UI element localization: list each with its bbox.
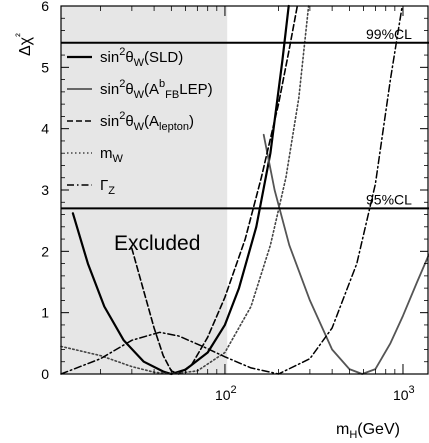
- x-axis-label: mH(GeV): [336, 421, 400, 441]
- y-axis-label: Δχ²: [14, 33, 34, 56]
- x-axis-label-text: mH(GeV): [336, 421, 400, 441]
- legend-text-part: (SLD): [144, 49, 183, 66]
- y-tick-label: 1: [41, 305, 49, 321]
- legend-entry-3: sin2θW(Alepton): [100, 110, 194, 133]
- y-tick-label: 3: [41, 182, 49, 198]
- legend-subscript: FB: [165, 89, 179, 101]
- x-tick-base: 10: [215, 387, 231, 403]
- legend-subscript: Z: [108, 185, 115, 197]
- reference-line-label-1: 99%CL: [366, 26, 412, 42]
- legend-entry-2: sin2θW(AbFBLEP): [100, 78, 213, 101]
- excluded-region: [61, 6, 228, 374]
- x-axis-label-rest: (GeV): [357, 421, 400, 438]
- legend-text-part: θ: [125, 49, 133, 66]
- legend-superscript: 2: [119, 46, 125, 58]
- legend-subscript: W: [113, 153, 124, 165]
- legend-text-part: sin: [100, 113, 119, 130]
- y-tick-label: 4: [41, 121, 49, 137]
- x-tick-exponent: 2: [231, 384, 237, 396]
- series-line-4: [60, 5, 310, 375]
- legend-text-part: m: [100, 145, 113, 162]
- y-tick-label: 5: [41, 59, 49, 75]
- legend-subscript: W: [134, 121, 145, 133]
- legend: sin2θW(SLD)sin2θW(AbFBLEP)sin2θW(Alepton…: [67, 46, 213, 197]
- legend-text-part: θ: [125, 113, 133, 130]
- excluded-label: Excluded: [114, 232, 200, 255]
- x-tick-label: 102: [215, 384, 237, 403]
- legend-entry-4: mW: [100, 145, 124, 165]
- y-tick-label: 0: [41, 366, 49, 382]
- reference-line-label-2: 95%CL: [366, 191, 412, 207]
- legend-superscript: b: [159, 78, 165, 90]
- legend-text-part: sin: [100, 49, 119, 66]
- y-axis-label-base: Δχ: [17, 36, 34, 56]
- legend-text-part: Γ: [100, 177, 108, 194]
- legend-superscript: 2: [119, 110, 125, 122]
- series-line-2: [262, 133, 429, 375]
- legend-text-part: sin: [100, 81, 119, 98]
- x-axis-label-base: m: [336, 421, 349, 438]
- legend-text-part: ): [189, 113, 194, 130]
- legend-subscript: W: [134, 57, 145, 69]
- legend-superscript: 2: [119, 78, 125, 90]
- y-tick-label: 6: [41, 0, 49, 14]
- legend-text-part: LEP): [179, 81, 212, 98]
- legend-subscript: W: [134, 89, 145, 101]
- legend-text-part: θ: [125, 81, 133, 98]
- x-tick-label: 103: [393, 384, 415, 403]
- legend-entry-1: sin2θW(SLD): [100, 46, 183, 69]
- x-axis-label-subscript: H: [349, 429, 357, 441]
- series-line-5: [60, 5, 403, 375]
- legend-text-part: (A: [144, 81, 159, 98]
- y-axis-label-exponent: ²: [14, 33, 26, 37]
- legend-subscript: lepton: [159, 121, 189, 133]
- legend-text-part: (A: [144, 113, 159, 130]
- legend-entry-5: ΓZ: [100, 177, 115, 197]
- y-tick-label: 2: [41, 243, 49, 259]
- x-tick-base: 10: [393, 387, 409, 403]
- x-tick-exponent: 3: [409, 384, 415, 396]
- reference-lines: 99%CL 95%CL: [61, 26, 429, 210]
- y-axis-label-text: Δχ²: [14, 33, 34, 56]
- series-line-3: [131, 5, 299, 375]
